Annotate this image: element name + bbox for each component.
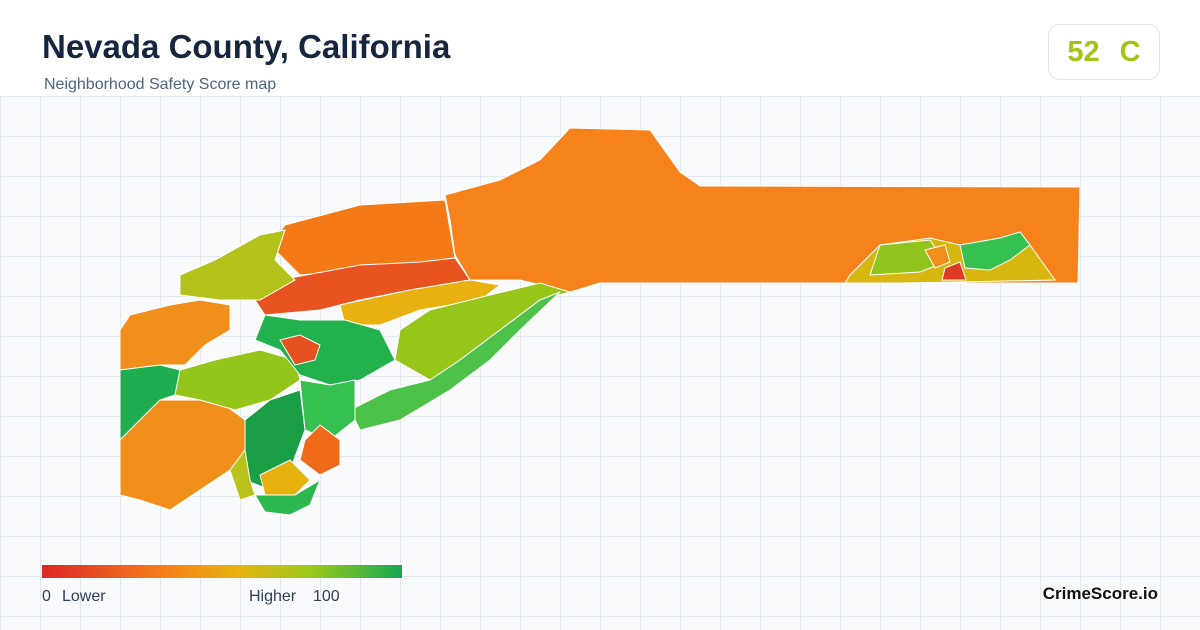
score-grade: C: [1119, 35, 1141, 68]
subtitle: Neighborhood Safety Score map: [44, 76, 277, 93]
region: [869, 239, 946, 276]
region: [254, 478, 322, 516]
region: [174, 349, 301, 411]
legend-min: 0: [42, 588, 51, 605]
region: [924, 244, 951, 269]
legend-gradient: [42, 565, 402, 578]
score-value: 52: [1067, 35, 1100, 68]
score-badge: 52 C: [1048, 24, 1160, 80]
region: [279, 334, 321, 366]
region: [179, 229, 296, 301]
legend-min-label: Lower: [62, 588, 106, 605]
title: Nevada County, California: [42, 28, 451, 65]
region: [259, 459, 311, 496]
region: [254, 314, 396, 386]
region: [119, 299, 231, 371]
region: [959, 231, 1031, 271]
brand: CrimeScore.io: [1042, 584, 1158, 603]
region: [299, 424, 341, 476]
region: [229, 448, 256, 501]
legend-max-label: Higher: [249, 588, 297, 605]
legend-max: 100: [313, 588, 340, 605]
region: [941, 261, 967, 281]
header: Nevada County, California Neighborhood S…: [0, 0, 1200, 96]
